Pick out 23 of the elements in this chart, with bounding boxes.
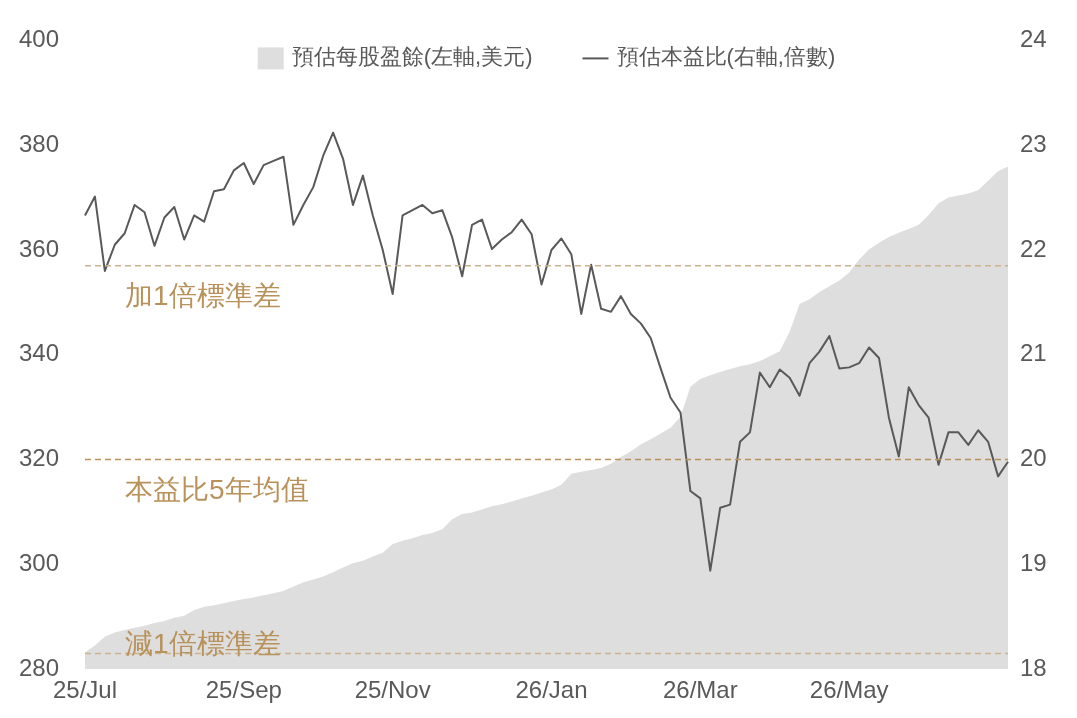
legend-label: 預估每股盈餘(左軸,美元) <box>291 44 533 70</box>
x-tick-label: 26/Mar <box>662 676 738 704</box>
y2-tick-label: 19 <box>1020 549 1047 577</box>
legend-label: 預估本益比(右軸,倍數) <box>616 44 836 70</box>
y2-tick-label: 24 <box>1020 25 1047 53</box>
x-tick-label: 25/Nov <box>354 676 431 704</box>
y-tick-label: 380 <box>18 129 59 157</box>
y-tick-label: 400 <box>18 25 59 53</box>
x-tick-label: 25/Sep <box>205 676 282 704</box>
ref-line-label: 本益比5年均值 <box>125 474 309 506</box>
x-tick-label: 26/May <box>809 676 889 704</box>
y-tick-label: 300 <box>18 549 59 577</box>
y2-tick-label: 20 <box>1020 444 1047 472</box>
x-tick-label: 26/Jan <box>515 676 588 704</box>
y2-tick-label: 21 <box>1020 339 1047 367</box>
ref-line-label: 減1倍標準差 <box>125 628 281 660</box>
y-tick-label: 320 <box>18 444 59 472</box>
y2-tick-label: 18 <box>1020 653 1047 681</box>
y2-tick-label: 22 <box>1020 234 1047 262</box>
y2-tick-label: 23 <box>1020 129 1047 157</box>
ref-line-label: 加1倍標準差 <box>125 280 281 312</box>
y-tick-label: 340 <box>18 339 59 367</box>
y-tick-label: 360 <box>18 234 59 262</box>
